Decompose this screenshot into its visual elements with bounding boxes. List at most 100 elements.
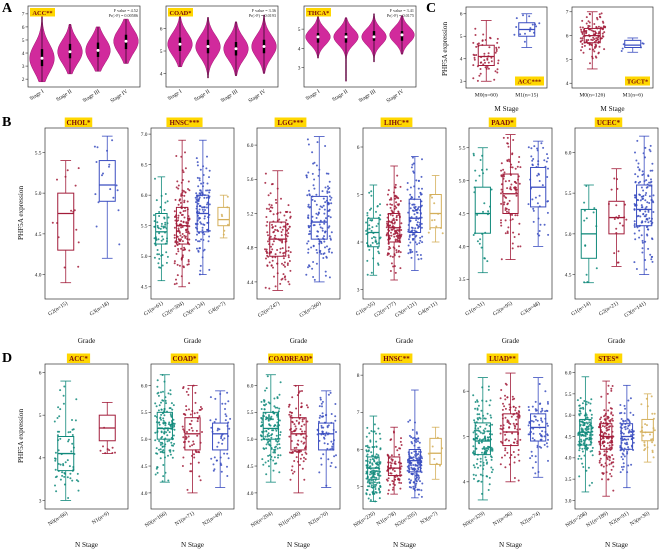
svg-text:G3(n=124): G3(n=124) <box>182 300 206 319</box>
svg-text:4.0: 4.0 <box>247 491 254 497</box>
svg-text:4.5: 4.5 <box>247 464 254 470</box>
svg-text:3: 3 <box>22 64 25 70</box>
chart-svg: 4.0 4.5 5.0 5.5 6.0 N0(n=166) N1(n=71) N2(n=49)… <box>141 353 235 549</box>
svg-text:COAD*: COAD* <box>169 10 191 17</box>
svg-text:G3(n=18): G3(n=18) <box>88 300 110 318</box>
svg-text:6.0: 6.0 <box>565 150 572 156</box>
svg-text:4: 4 <box>566 81 569 87</box>
svg-text:G3(n=121): G3(n=121) <box>394 300 418 319</box>
svg-text:2: 2 <box>22 77 25 83</box>
svg-text:5: 5 <box>298 27 301 33</box>
svg-text:5.0: 5.0 <box>565 232 572 238</box>
svg-text:5.0: 5.0 <box>35 191 42 197</box>
chart-svg: 4 5 6 N0(n=329) N1(n=96) N2(n=74) N Stage LUAD*… <box>462 353 553 549</box>
svg-text:6.0: 6.0 <box>247 143 254 149</box>
svg-text:4: 4 <box>298 46 301 52</box>
svg-text:N2(n=70): N2(n=70) <box>307 510 329 528</box>
svg-text:Stage III: Stage III <box>358 89 377 105</box>
chart-hnsc: 5 6 7 8 N0(n=220) N1(n=78) N2(n=205) N3(n=7) N S… <box>344 352 449 550</box>
svg-text:PAAD*: PAAD* <box>491 119 514 127</box>
svg-text:THCA*: THCA* <box>308 10 330 17</box>
svg-text:4.8: 4.8 <box>247 246 254 252</box>
chart-chol: 4.0 4.5 5.0 5.5 G2(n=15) G3(n=18) Grade CHOL* <box>26 116 131 346</box>
chart-acc: 3 4 5 6 N0(n=66) N1(n=9) N Stage ACC* <box>26 352 131 550</box>
svg-text:N Stage: N Stage <box>393 541 416 549</box>
chart-svg: 4.5 5.0 5.5 6.0 G1(n=14) G2(n=21) G3(n=141) Gra… <box>565 117 659 345</box>
svg-text:M1(n=6): M1(n=6) <box>623 92 643 99</box>
svg-text:7.0: 7.0 <box>141 132 148 138</box>
svg-text:N1(n=100): N1(n=100) <box>277 510 301 529</box>
chart-stes: 3.0 3.5 4.0 4.5 5.0 5.5 6.0 N0(n=208) N1(n=189) N… <box>556 352 661 550</box>
chart-hnsc: 4.5 5.0 5.5 6.0 6.5 7.0 G1(n=61) G2(n=304) G3(n=… <box>132 116 237 346</box>
chart-lihc: 3 4 5 6 G1(n=55) G2(n=177) G3(n=121) G4(n=11) Gr… <box>344 116 449 346</box>
svg-text:TGCT*: TGCT* <box>627 79 648 86</box>
svg-text:G3(n=141): G3(n=141) <box>623 300 647 319</box>
svg-text:ACC*: ACC* <box>69 355 88 363</box>
panel-C-charts: 3 4 5 6 M0(n=60) M1(n=15) M Stage ACC*** 4 5 6 7 M0(… <box>450 2 656 114</box>
svg-text:N Stage: N Stage <box>287 541 310 549</box>
panel-C-y-axis-label-text: PHF5A expression <box>441 22 449 77</box>
svg-text:COADREAD*: COADREAD* <box>269 355 313 363</box>
svg-text:G4(n=11): G4(n=11) <box>417 300 439 318</box>
svg-text:G2(n=21): G2(n=21) <box>598 300 620 318</box>
svg-text:N Stage: N Stage <box>181 541 204 549</box>
svg-text:G2(n=95): G2(n=95) <box>492 300 514 318</box>
panel-B-y-axis-label: PHF5A expression <box>17 186 25 241</box>
svg-text:6.0: 6.0 <box>141 383 148 389</box>
svg-text:5: 5 <box>463 434 466 440</box>
svg-text:HNSC**: HNSC** <box>383 355 410 363</box>
svg-text:4.0: 4.0 <box>459 244 466 250</box>
svg-text:G2(n=177): G2(n=177) <box>373 300 397 319</box>
chart-paad: 3.5 4.0 4.5 5.0 5.5 G1(n=31) G2(n=95) G3(n=48) G… <box>450 116 555 346</box>
svg-text:3: 3 <box>39 498 42 504</box>
svg-text:Grade: Grade <box>290 337 308 345</box>
svg-text:Stage IV: Stage IV <box>248 89 268 105</box>
svg-text:6: 6 <box>357 447 360 453</box>
svg-text:Stage II: Stage II <box>193 89 211 104</box>
svg-text:5.5: 5.5 <box>247 410 254 416</box>
svg-text:5: 5 <box>357 192 360 198</box>
svg-text:N0(n=204): N0(n=204) <box>250 510 274 529</box>
svg-text:Stage I: Stage I <box>29 89 45 103</box>
panel-label-A: A <box>2 1 13 16</box>
panel-B-charts: 4.0 4.5 5.0 5.5 G2(n=15) G3(n=18) Grade CHOL* 4.… <box>26 116 661 346</box>
svg-text:M0(n=126): M0(n=126) <box>579 92 605 99</box>
svg-text:F value = 4.52: F value = 4.52 <box>114 8 138 13</box>
svg-text:Stage IV: Stage IV <box>386 89 406 105</box>
svg-text:4: 4 <box>22 51 25 57</box>
chart-svg: 3 4 5 6 M0(n=60) M1(n=15) M Stage ACC*** <box>460 6 548 113</box>
svg-text:6: 6 <box>566 33 569 39</box>
svg-text:ACC***: ACC*** <box>518 79 541 86</box>
svg-text:5.0: 5.0 <box>141 437 148 443</box>
panel-label-D: D <box>2 351 13 366</box>
svg-text:4.0: 4.0 <box>141 491 148 497</box>
svg-text:CHOL*: CHOL* <box>66 119 91 127</box>
svg-text:N0(n=166): N0(n=166) <box>144 510 168 529</box>
svg-text:N1(n=71): N1(n=71) <box>174 510 196 528</box>
svg-text:N1(n=9): N1(n=9) <box>91 510 111 526</box>
panel-D-charts: 3 4 5 6 N0(n=66) N1(n=9) N Stage ACC* 4.0 4.5 5.0 5… <box>26 352 661 550</box>
svg-text:M0(n=60): M0(n=60) <box>475 92 498 99</box>
chart-svg: 4.55.05.56.06.57.0G1(n=61)G2(n=304)G3(n=… <box>141 117 235 345</box>
svg-text:LIHC**: LIHC** <box>384 119 409 127</box>
svg-text:Grade: Grade <box>396 337 414 345</box>
panel-C: C PHF5A expression 3 4 5 6 M0(n=60) M1(n=15) M… <box>426 2 656 114</box>
svg-text:N2(n=74): N2(n=74) <box>519 510 541 528</box>
chart-acc: 3 4 5 6 M0(n=60) M1(n=15) M Stage ACC*** <box>450 2 550 114</box>
svg-text:LUAD**: LUAD** <box>489 355 516 363</box>
svg-text:Stage I: Stage I <box>305 89 321 103</box>
svg-text:N0(n=66): N0(n=66) <box>47 510 69 528</box>
svg-text:6: 6 <box>160 26 163 32</box>
panel-D-y-axis-label-text: PHF5A expression <box>17 409 25 464</box>
svg-text:5: 5 <box>357 485 360 491</box>
svg-text:HNSC***: HNSC*** <box>170 119 200 127</box>
svg-text:G4(n=7): G4(n=7) <box>207 300 227 316</box>
svg-text:N0(n=220): N0(n=220) <box>352 510 376 529</box>
svg-text:4.0: 4.0 <box>565 456 572 462</box>
svg-text:6: 6 <box>463 389 466 395</box>
svg-text:5: 5 <box>160 49 163 55</box>
svg-text:N2(n=49): N2(n=49) <box>201 510 223 528</box>
